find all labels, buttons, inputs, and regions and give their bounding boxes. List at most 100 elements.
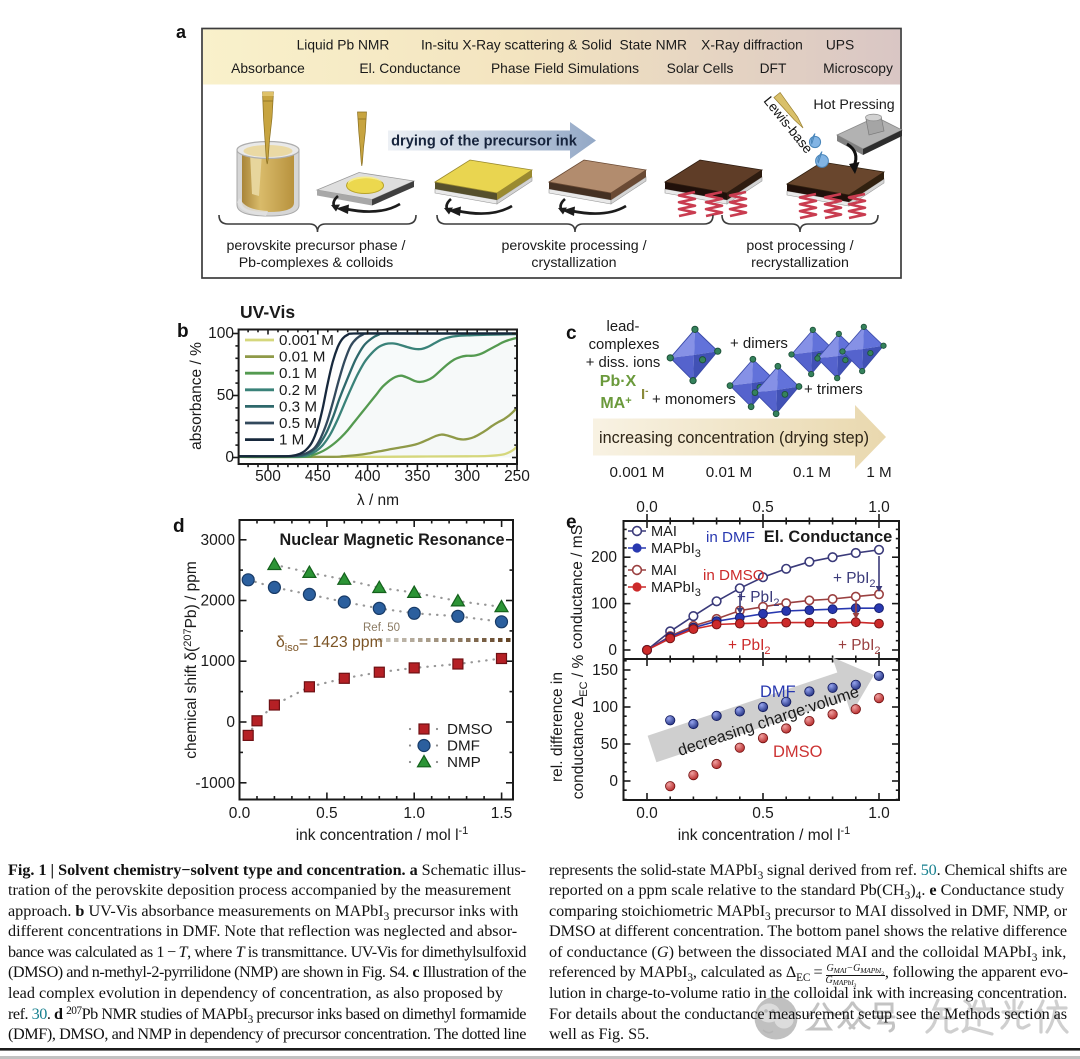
- svg-text:350: 350: [404, 468, 430, 485]
- svg-text:c: c: [566, 323, 577, 344]
- svg-text:El. Conductance: El. Conductance: [359, 61, 461, 76]
- svg-text:Phase Field Simulations: Phase Field Simulations: [491, 61, 639, 76]
- svg-text:MA+: MA+: [600, 395, 631, 412]
- svg-text:MAI: MAI: [651, 563, 677, 579]
- svg-text:MAI: MAI: [651, 524, 677, 540]
- svg-text:1 M: 1 M: [866, 464, 891, 481]
- svg-text:+ trimers: + trimers: [804, 381, 863, 398]
- svg-text:1.0: 1.0: [403, 805, 425, 822]
- svg-text:0.01 M: 0.01 M: [706, 464, 752, 481]
- svg-text:Ref. 50: Ref. 50: [363, 622, 400, 634]
- svg-text:lead-: lead-: [607, 319, 640, 335]
- svg-text:50: 50: [601, 736, 619, 753]
- svg-text:I-: I-: [641, 386, 649, 403]
- svg-text:DMF: DMF: [760, 683, 796, 701]
- svg-text:1.0: 1.0: [868, 805, 890, 822]
- svg-text:complexes: complexes: [589, 337, 660, 353]
- svg-text:0.0: 0.0: [636, 805, 658, 822]
- svg-text:0.5 M: 0.5 M: [279, 415, 317, 432]
- svg-text:450: 450: [305, 468, 331, 485]
- svg-text:+ monomers: + monomers: [652, 391, 736, 408]
- svg-text:recrystallization: recrystallization: [751, 255, 849, 271]
- svg-text:UPS: UPS: [826, 38, 854, 53]
- svg-text:DMSO: DMSO: [773, 743, 823, 761]
- svg-text:1.5: 1.5: [491, 805, 513, 822]
- svg-text:0.2 M: 0.2 M: [279, 382, 317, 399]
- svg-text:0.5: 0.5: [752, 805, 774, 822]
- svg-text:X-Ray diffraction: X-Ray diffraction: [701, 38, 803, 53]
- svg-text:-1000: -1000: [195, 775, 235, 792]
- svg-text:100: 100: [208, 325, 234, 342]
- svg-text:absorbance / %: absorbance / %: [188, 342, 205, 450]
- svg-text:0: 0: [225, 449, 234, 466]
- svg-text:perovskite precursor phase /: perovskite precursor phase /: [226, 238, 405, 254]
- svg-text:1 M: 1 M: [279, 432, 304, 449]
- svg-text:increasing concentration (dryi: increasing concentration (drying step): [599, 429, 869, 447]
- svg-text:0.5: 0.5: [316, 805, 338, 822]
- svg-text:0.0: 0.0: [229, 805, 251, 822]
- svg-text:0.5: 0.5: [752, 499, 774, 516]
- svg-text:MAPbI3: MAPbI3: [651, 541, 701, 560]
- svg-text:Liquid Pb NMR: Liquid Pb NMR: [297, 38, 390, 53]
- svg-text:post processing /: post processing /: [746, 238, 853, 254]
- svg-text:Pb-complexes & colloids: Pb-complexes & colloids: [239, 255, 394, 271]
- svg-text:Solar Cells: Solar Cells: [667, 61, 734, 76]
- svg-text:0.001 M: 0.001 M: [279, 332, 334, 349]
- svg-text:NMP: NMP: [447, 754, 481, 771]
- svg-text:50: 50: [217, 387, 235, 404]
- svg-text:100: 100: [592, 699, 618, 716]
- svg-text:DMSO: DMSO: [447, 721, 493, 738]
- svg-text:d: d: [173, 516, 185, 537]
- svg-text:+ diss. ions: + diss. ions: [586, 355, 660, 371]
- svg-text:ink concentration / mol l-1: ink concentration / mol l-1: [296, 825, 469, 844]
- svg-text:0.3 M: 0.3 M: [279, 398, 317, 415]
- svg-text:El. Conductance: El. Conductance: [764, 528, 892, 546]
- svg-text:2000: 2000: [201, 593, 236, 610]
- svg-text:0: 0: [609, 773, 618, 790]
- svg-text:0.1 M: 0.1 M: [793, 464, 831, 481]
- svg-text:+ PbI2: + PbI2: [728, 637, 771, 657]
- svg-text:conductance ΔEC / %: conductance ΔEC / %: [570, 655, 590, 800]
- svg-text:3000: 3000: [201, 532, 236, 549]
- svg-text:200: 200: [591, 549, 617, 566]
- svg-text:ink concentration / mol l-1: ink concentration / mol l-1: [678, 825, 851, 844]
- svg-text:100: 100: [591, 596, 617, 613]
- svg-text:UV-Vis: UV-Vis: [240, 302, 295, 322]
- svg-text:0: 0: [226, 714, 235, 731]
- svg-text:0.001 M: 0.001 M: [610, 464, 665, 481]
- svg-text:0: 0: [608, 642, 617, 659]
- svg-text:Microscopy: Microscopy: [823, 61, 893, 76]
- svg-text:Pb·X: Pb·X: [600, 373, 637, 390]
- svg-text:DMF: DMF: [447, 738, 480, 755]
- svg-text:λ / nm: λ / nm: [357, 492, 399, 509]
- svg-text:in DMSO: in DMSO: [703, 567, 765, 584]
- svg-text:MAPbI3: MAPbI3: [651, 580, 701, 599]
- svg-text:Absorbance: Absorbance: [231, 61, 305, 76]
- svg-text:+ PbI2: + PbI2: [838, 637, 881, 657]
- svg-text:perovskite processing /: perovskite processing /: [501, 238, 646, 254]
- svg-text:drying of the precursor ink: drying of the precursor ink: [391, 134, 578, 150]
- svg-text:+ PbI2: + PbI2: [737, 589, 780, 609]
- svg-text:1000: 1000: [201, 653, 236, 670]
- svg-text:0.0: 0.0: [636, 499, 658, 516]
- svg-text:in DMF: in DMF: [706, 529, 755, 546]
- svg-text:300: 300: [454, 468, 480, 485]
- svg-text:In-situ X-Ray scattering & Sol: In-situ X-Ray scattering & Solid State N…: [421, 38, 687, 53]
- svg-text:δiso= 1423 ppm: δiso= 1423 ppm: [276, 634, 383, 654]
- svg-text:500: 500: [255, 468, 281, 485]
- svg-text:Nuclear Magnetic Resonance: Nuclear Magnetic Resonance: [280, 531, 505, 549]
- svg-text:rel. difference in: rel. difference in: [549, 672, 566, 782]
- svg-text:0.01 M: 0.01 M: [279, 349, 325, 366]
- svg-text:0.1 M: 0.1 M: [279, 365, 317, 382]
- svg-text:crystallization: crystallization: [531, 255, 616, 271]
- svg-text:400: 400: [355, 468, 381, 485]
- svg-text:DFT: DFT: [760, 61, 787, 76]
- svg-text:conductance / mS: conductance / mS: [569, 525, 586, 649]
- svg-text:e: e: [566, 512, 577, 533]
- svg-text:150: 150: [592, 662, 618, 679]
- svg-text:+ dimers: + dimers: [730, 335, 788, 352]
- svg-text:+ PbI2: + PbI2: [833, 570, 876, 590]
- svg-text:a: a: [176, 22, 187, 42]
- svg-text:1.0: 1.0: [868, 499, 890, 516]
- svg-text:chemical shift δ(207Pb) / ppm: chemical shift δ(207Pb) / ppm: [182, 561, 200, 759]
